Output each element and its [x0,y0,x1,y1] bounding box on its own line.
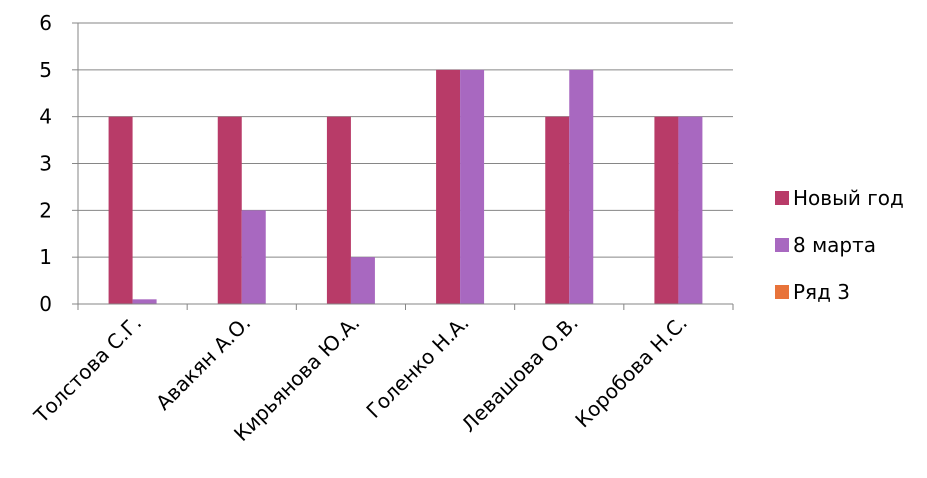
bar [241,210,266,304]
bar [436,69,461,304]
y-tick-label: 0 [39,292,52,316]
bar [569,69,594,304]
axes [77,23,734,310]
legend-item: Новый год [775,186,904,210]
legend-swatch-icon [775,285,789,299]
y-tick-label: 6 [39,11,52,35]
y-tick-label: 3 [39,152,52,176]
gridlines [78,22,733,258]
bars [108,69,703,305]
legend-item: 8 марта [775,233,904,257]
x-axis-labels: Толстова С.Г. Авакян А.О.Кирьянова Ю.А.Го… [28,311,692,446]
legend-label: Ряд 3 [793,280,851,304]
bar [108,116,133,305]
bar [350,257,375,304]
legend-label: 8 марта [793,233,877,257]
y-tick-label: 1 [39,245,52,269]
y-axis-ticks: 0 1 2 3 4 5 6 [39,11,78,316]
x-tick-label: Авакян А.О. [151,311,255,415]
bar [678,116,703,305]
bar [460,69,485,304]
bar [545,116,570,305]
x-tick-label: Коробова Н.С. [570,311,692,433]
x-tick-label: Толстова С.Г. [28,311,146,429]
legend-label: Новый год [793,186,904,210]
bar [132,299,157,304]
legend: Новый год 8 марта Ряд 3 [775,186,904,327]
x-tick-label: Левашова О.В. [457,311,583,437]
y-tick-label: 4 [39,105,52,129]
legend-item: Ряд 3 [775,280,904,304]
x-tick-label: Голенко Н.А. [361,311,473,423]
bar [217,116,242,305]
legend-swatch-icon [775,238,789,252]
y-tick-label: 5 [39,58,52,82]
bar [326,116,351,305]
legend-swatch-icon [775,191,789,205]
bar [654,116,679,305]
y-tick-label: 2 [39,198,52,222]
